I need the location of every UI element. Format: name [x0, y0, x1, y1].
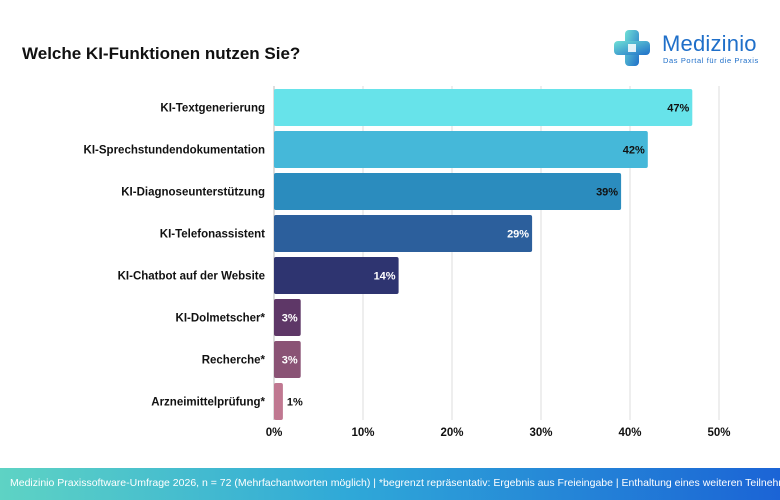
medical-cross-icon: [614, 30, 650, 66]
bar: [274, 299, 301, 336]
x-tick-label: 50%: [707, 427, 730, 439]
data-label: 42%: [623, 145, 645, 157]
logo-name: Medizinio: [662, 31, 757, 56]
bar: [274, 215, 533, 252]
medizinio-logo: Medizinio Das Portal für die Praxis: [612, 28, 772, 68]
bar: [274, 341, 301, 378]
bar: [274, 131, 648, 168]
logo-tagline: Das Portal für die Praxis: [663, 56, 759, 65]
data-label: 3%: [282, 355, 298, 367]
chart-title: Welche KI-Funktionen nutzen Sie?: [22, 44, 301, 63]
x-tick-label: 20%: [440, 427, 463, 439]
bar: [274, 173, 622, 210]
data-label: 1%: [287, 397, 303, 409]
data-label: 14%: [374, 271, 396, 283]
category-label: Recherche*: [202, 355, 266, 367]
category-label: KI-Chatbot auf der Website: [118, 271, 265, 283]
category-label: KI-Dolmetscher*: [176, 313, 266, 325]
bar-chart: 0% 10% 20% 30% 40% 50% KI-Textgenerierung 47% KI…: [84, 86, 731, 439]
category-label: KI-Diagnoseunterstützung: [121, 187, 265, 199]
category-label: Arzneimittelprüfung*: [151, 397, 265, 409]
footer-bar: Medizinio Praxissoftware-Umfrage 2026, n…: [0, 468, 780, 500]
x-tick-label: 10%: [351, 427, 374, 439]
data-label: 3%: [282, 313, 298, 325]
x-tick-label: 40%: [618, 427, 641, 439]
category-label: KI-Telefonassistent: [160, 229, 265, 241]
category-label: KI-Sprechstundendokumentation: [84, 145, 265, 157]
x-tick-label: 0%: [266, 427, 283, 439]
bar: [274, 383, 283, 420]
data-label: 47%: [667, 103, 689, 115]
data-label: 39%: [596, 187, 618, 199]
data-label: 29%: [507, 229, 529, 241]
footer-text: Medizinio Praxissoftware-Umfrage 2026, n…: [10, 477, 780, 489]
bar: [274, 89, 693, 126]
bar: [274, 257, 399, 294]
category-label: KI-Textgenerierung: [160, 103, 265, 115]
x-tick-label: 30%: [529, 427, 552, 439]
